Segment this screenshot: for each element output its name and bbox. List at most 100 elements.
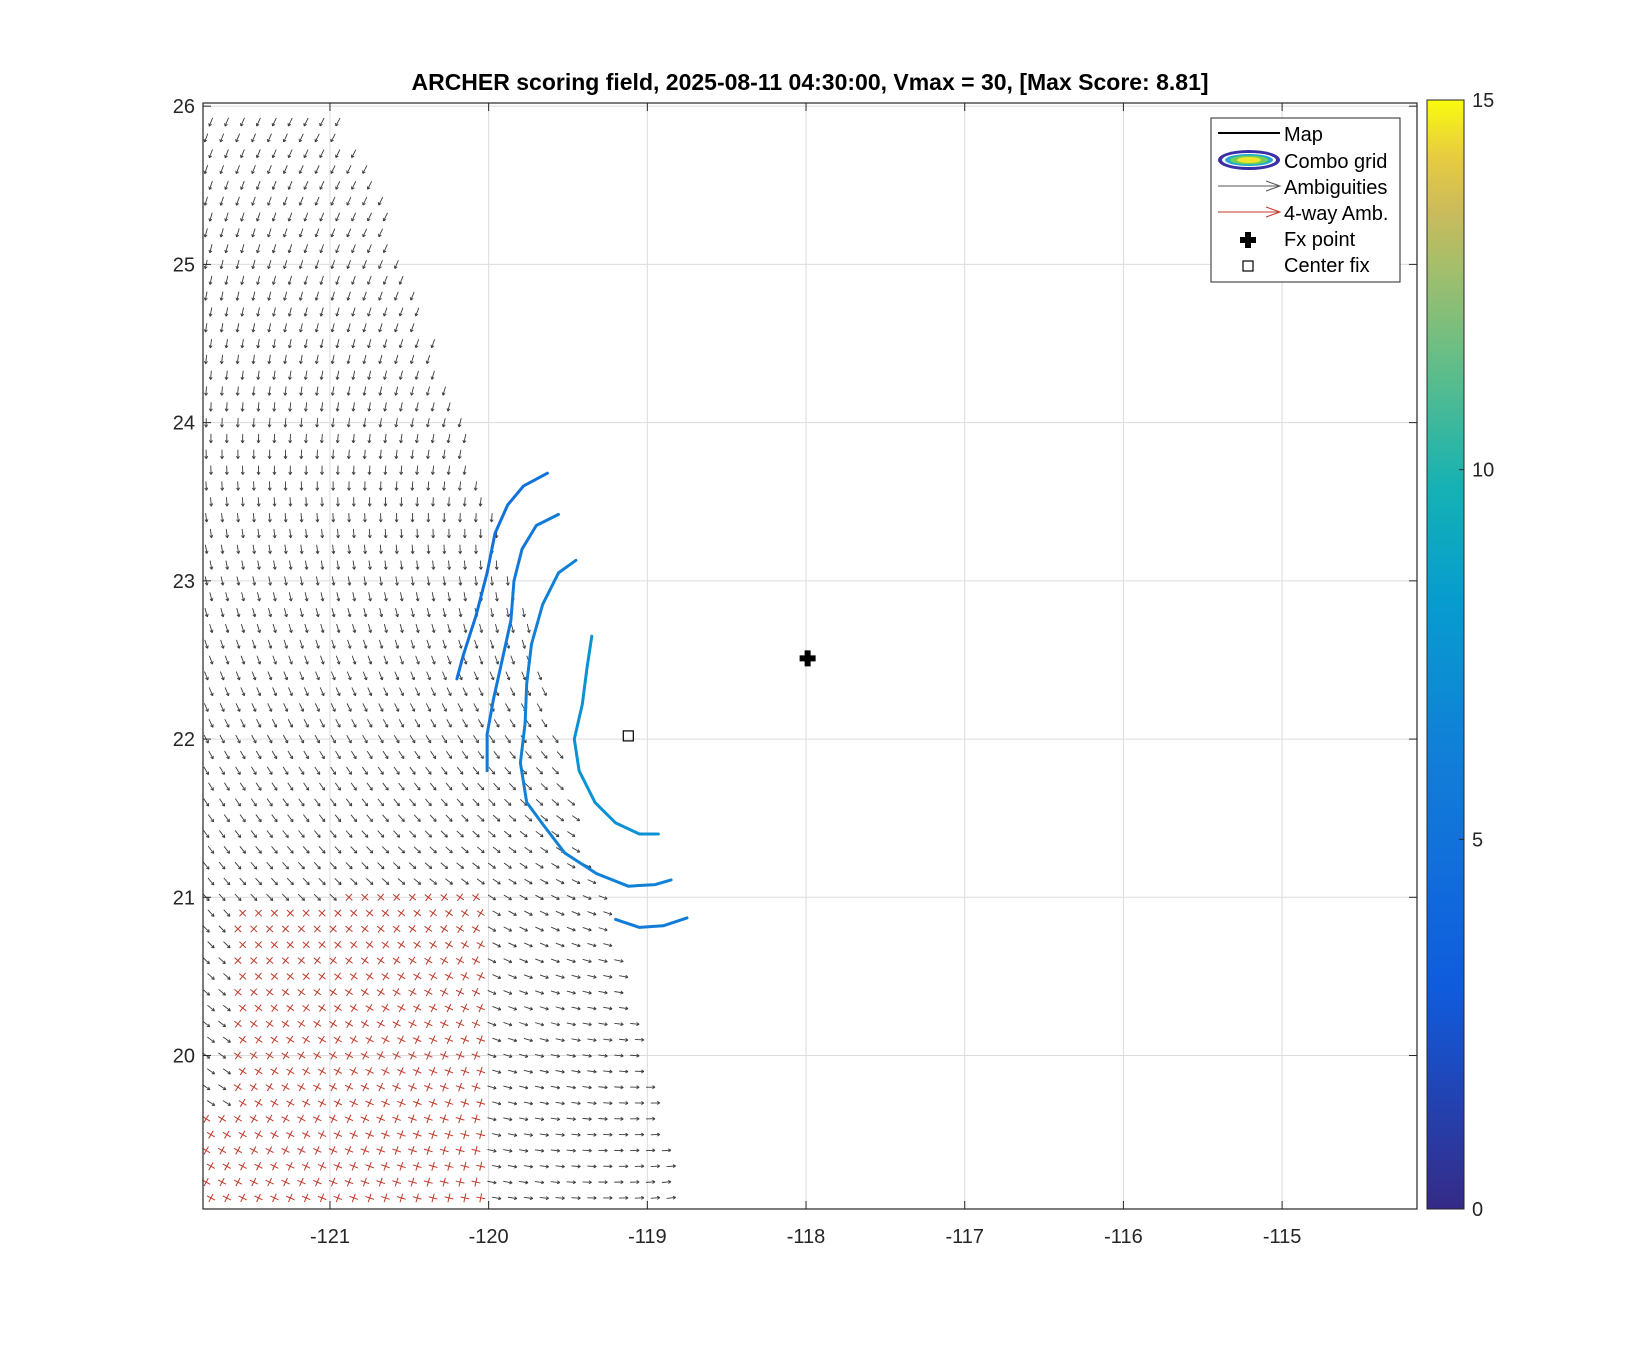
ambiguity-vector: [251, 671, 256, 681]
ambiguity-arrowhead: [300, 646, 304, 649]
four-way-ambiguity: [360, 1114, 370, 1124]
ambiguity-vector: [510, 687, 515, 696]
ambiguity-arrowhead: [305, 725, 309, 728]
ambiguity-vector: [219, 734, 225, 744]
four-way-ambiguity: [455, 1051, 465, 1060]
ambiguity-vector: [519, 894, 528, 900]
four-way-ambiguity: [444, 1193, 454, 1203]
legend-center-fix-icon: [1242, 260, 1254, 272]
ambiguity-arrowhead: [401, 851, 405, 854]
ambiguity-vector: [346, 734, 352, 744]
ambiguity-arrowhead: [267, 487, 271, 491]
four-way-vector: [335, 1130, 341, 1139]
ambiguity-vector: [519, 990, 528, 995]
ambiguity-vector: [400, 560, 403, 570]
ambiguity-arrowhead: [236, 677, 240, 681]
ambiguity-vector: [224, 782, 230, 791]
ambiguity-arrowhead: [220, 487, 223, 491]
ambiguity-arrowhead: [220, 614, 224, 618]
ambiguity-vector: [523, 974, 533, 979]
ambiguity-arrowhead: [412, 867, 416, 870]
ambiguity-vector: [289, 560, 292, 570]
ambiguity-arrowhead: [367, 535, 371, 539]
ambiguity-arrowhead: [556, 993, 560, 995]
ambiguity-arrowhead: [224, 186, 226, 190]
ambiguity-vector: [446, 719, 452, 728]
four-way-ambiguity: [297, 956, 306, 965]
ambiguity-arrowhead: [236, 582, 240, 586]
ambiguity-arrowhead: [513, 1135, 518, 1137]
ambiguity-arrowhead: [561, 1008, 565, 1011]
ambiguity-vector: [409, 798, 416, 807]
ambiguity-vector: [524, 910, 533, 916]
ambiguity-vector: [257, 307, 260, 317]
four-way-vector: [442, 1082, 447, 1092]
ambiguity-arrowhead: [320, 630, 324, 633]
four-way-ambiguity: [301, 1130, 311, 1139]
score-contour: [572, 634, 660, 836]
four-way-vector: [378, 1019, 384, 1029]
ambiguity-arrowhead: [299, 582, 303, 586]
ambiguity-arrowhead: [284, 677, 288, 681]
four-way-ambiguity: [440, 893, 449, 902]
four-way-vector: [426, 1051, 431, 1060]
ambiguity-vector: [283, 259, 288, 269]
ambiguity-arrowhead: [301, 867, 305, 870]
ambiguity-arrowhead: [206, 899, 210, 902]
ambiguity-arrowhead: [256, 408, 259, 412]
ambiguity-vector: [503, 862, 512, 869]
four-way-vector: [345, 956, 353, 965]
ambiguity-vector: [509, 751, 516, 759]
four-way-vector: [346, 1051, 352, 1060]
ambiguity-vector: [303, 117, 309, 127]
ambiguity-vector: [400, 465, 403, 475]
ambiguity-vector: [314, 133, 320, 143]
ambiguity-vector: [320, 307, 324, 317]
four-way-ambiguity: [392, 1051, 401, 1060]
ambiguity-arrowhead: [367, 471, 370, 475]
four-way-vector: [271, 1067, 278, 1076]
four-way-ambiguity: [328, 1051, 338, 1060]
legend-combo-grid-swatch: [1218, 150, 1280, 170]
ambiguity-vector: [288, 655, 293, 665]
ambiguity-arrowhead: [289, 725, 293, 728]
ambiguity-vector: [298, 734, 304, 744]
ambiguity-vector: [603, 1070, 613, 1073]
ambiguity-arrowhead: [268, 741, 273, 744]
ambiguity-arrowhead: [236, 614, 240, 618]
ambiguity-arrowhead: [442, 550, 445, 554]
four-way-ambiguity: [376, 1019, 385, 1029]
ambiguity-vector: [207, 814, 214, 823]
ambiguity-vector: [267, 165, 272, 174]
ambiguity-arrowhead: [227, 978, 231, 980]
ambiguity-vector: [336, 339, 340, 348]
ambiguity-arrowhead: [380, 836, 384, 838]
ambiguity-arrowhead: [538, 709, 542, 712]
ambiguity-vector: [352, 592, 356, 602]
ambiguity-arrowhead: [241, 661, 245, 665]
ambiguity-arrowhead: [383, 566, 387, 570]
ambiguity-arrowhead: [529, 1040, 533, 1043]
ambiguity-arrowhead: [428, 804, 432, 807]
ambiguity-arrowhead: [447, 535, 450, 539]
ambiguity-arrowhead: [288, 535, 292, 539]
ambiguity-vector: [315, 259, 320, 269]
ambiguity-arrowhead: [351, 344, 354, 348]
ambiguity-arrowhead: [524, 1119, 529, 1122]
ambiguity-vector: [222, 1068, 231, 1075]
ambiguity-vector: [536, 767, 543, 775]
ambiguity-vector: [297, 893, 305, 901]
ambiguity-vector: [272, 244, 277, 253]
ambiguity-vector: [206, 1100, 215, 1106]
ambiguity-vector: [555, 974, 565, 979]
ambiguity-arrowhead: [289, 756, 293, 760]
ambiguity-arrowhead: [539, 804, 543, 806]
ambiguity-vector: [474, 576, 477, 586]
ambiguity-vector: [383, 655, 388, 665]
ambiguity-vector: [207, 845, 215, 854]
ambiguity-arrowhead: [347, 646, 351, 649]
ambiguity-arrowhead: [206, 962, 210, 965]
ambiguity-arrowhead: [237, 709, 241, 712]
ambiguity-arrowhead: [412, 804, 416, 807]
ambiguity-arrowhead: [235, 392, 238, 396]
